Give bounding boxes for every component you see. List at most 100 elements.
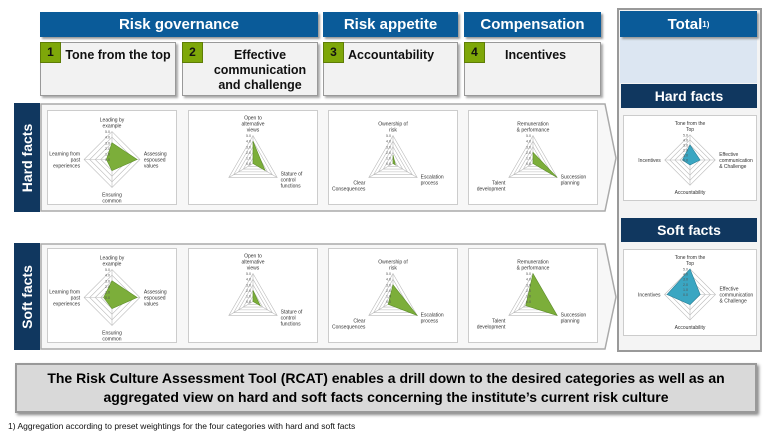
soft-accountability-radar: 0.0 1.0 2.0 3.0 4.0 5.0 Ownership of risk Escala… bbox=[328, 248, 458, 343]
radar-gridline bbox=[517, 146, 549, 173]
radar-tick-label: 2.0 bbox=[526, 151, 531, 155]
radar-series bbox=[106, 142, 138, 172]
category-tone-from-top: 1 Tone from the top bbox=[40, 42, 176, 96]
hard-incentives-radar: 0.0 1.0 2.0 3.0 4.0 5.0 Remuneration & performa… bbox=[468, 110, 598, 205]
radar-axis-label: Accountability bbox=[675, 325, 706, 331]
row-label-hard-facts: Hard facts bbox=[14, 103, 40, 212]
radar-tick-label: 4.0 bbox=[526, 140, 531, 144]
radar-axis-label: Learning from past experiences bbox=[49, 152, 80, 170]
radar-tick-label: 5.0 bbox=[683, 133, 688, 137]
radar-axis-label: Clear Consequences bbox=[332, 180, 366, 192]
radar-tick-label: 2.0 bbox=[105, 147, 110, 151]
radar-tick-label: 1.0 bbox=[526, 294, 531, 298]
radar-tick-label: 5.0 bbox=[526, 272, 531, 276]
radar-tick-label: 0.0 bbox=[526, 300, 531, 304]
radar-tick-label: 1.0 bbox=[526, 156, 531, 160]
radar-tick-label: 0.0 bbox=[246, 300, 251, 304]
radar-gridline bbox=[237, 284, 269, 311]
radar-axis bbox=[228, 163, 254, 178]
category-number: 3 bbox=[323, 42, 344, 63]
category-number: 1 bbox=[40, 42, 61, 63]
category-number: 2 bbox=[182, 42, 203, 63]
radar-tick-label: 2.0 bbox=[246, 151, 251, 155]
radar-axis-label: Tone from the Top bbox=[675, 121, 706, 133]
category-effective-communication: 2 Effective communication and challenge bbox=[182, 42, 318, 96]
radar-tick-label: 4.0 bbox=[246, 140, 251, 144]
radar-axis-label: Escalation process bbox=[421, 312, 444, 324]
radar-axis-label: Leading by example bbox=[100, 118, 125, 130]
summary-box: The Risk Culture Assessment Tool (RCAT) … bbox=[15, 363, 757, 413]
radar-gridline bbox=[387, 157, 399, 167]
category-number: 4 bbox=[464, 42, 485, 63]
radar-gridline bbox=[508, 135, 558, 178]
hard-tone-radar: 0.0 1.0 2.0 3.0 4.0 5.0 Leading by example Asses… bbox=[47, 110, 177, 205]
radar-tick-label: 0.0 bbox=[683, 159, 688, 163]
radar-gridline bbox=[368, 273, 418, 316]
radar-gridline bbox=[228, 273, 278, 316]
radar-tick-label: 1.0 bbox=[683, 153, 688, 157]
radar-tick-label: 1.0 bbox=[105, 290, 110, 294]
radar-tick-label: 3.0 bbox=[386, 145, 391, 149]
total-label: Total bbox=[667, 15, 703, 33]
radar-axis-label: Effective communication & Challenge bbox=[720, 287, 754, 305]
radar-axis-label: Talent development bbox=[477, 318, 506, 330]
radar-axis bbox=[392, 163, 418, 178]
radar-series bbox=[252, 290, 261, 307]
total-spacer bbox=[620, 37, 757, 83]
radar-tick-label: 0.0 bbox=[246, 162, 251, 166]
footnote-marker: 1) bbox=[702, 19, 710, 29]
radar-series bbox=[532, 151, 558, 178]
radar-axis-label: Open to alternative views bbox=[241, 254, 264, 272]
radar-gridline bbox=[513, 140, 553, 175]
radar-tick-label: 0.0 bbox=[683, 293, 688, 297]
radar-tick-label: 3.0 bbox=[683, 278, 688, 282]
radar-tick-label: 5.0 bbox=[526, 134, 531, 138]
radar-tick-label: 0.0 bbox=[105, 296, 110, 300]
radar-series bbox=[252, 141, 266, 172]
header-risk-governance: Risk governance bbox=[40, 12, 318, 37]
hard-accountability-radar: 0.0 1.0 2.0 3.0 4.0 5.0 Ownership of risk Escala… bbox=[328, 110, 458, 205]
radar-tick-label: 5.0 bbox=[386, 272, 391, 276]
header-risk-appetite: Risk appetite bbox=[323, 12, 458, 37]
radar-tick-label: 4.0 bbox=[105, 136, 110, 140]
radar-axis-label: Succession planning bbox=[561, 174, 587, 186]
radar-gridline bbox=[382, 151, 404, 170]
radar-tick-label: 4.0 bbox=[105, 274, 110, 278]
footnote: 1) Aggregation according to preset weigh… bbox=[8, 421, 356, 431]
radar-axis-label: Assessing espoused values bbox=[144, 152, 167, 170]
category-accountability: 3 Accountability bbox=[323, 42, 458, 96]
radar-tick-label: 4.0 bbox=[386, 278, 391, 282]
radar-tick-label: 5.0 bbox=[246, 134, 251, 138]
radar-series bbox=[666, 268, 701, 306]
radar-series bbox=[682, 144, 701, 166]
radar-axis-label: Incentives bbox=[638, 293, 661, 299]
soft-tone-radar: 0.0 1.0 2.0 3.0 4.0 5.0 Leading by example Asses… bbox=[47, 248, 177, 343]
radar-gridline bbox=[228, 135, 278, 178]
radar-axis bbox=[228, 301, 254, 316]
radar-tick-label: 3.0 bbox=[105, 279, 110, 283]
radar-series bbox=[387, 284, 419, 317]
radar-tick-label: 0.0 bbox=[386, 300, 391, 304]
radar-axis-label: Incentives bbox=[638, 158, 661, 164]
radar-tick-label: 3.0 bbox=[246, 283, 251, 287]
radar-axis-label: Ownership of risk bbox=[378, 260, 408, 272]
radar-axis-label: Talent development bbox=[477, 180, 506, 192]
radar-gridline bbox=[373, 140, 413, 175]
radar-tick-label: 4.0 bbox=[683, 273, 688, 277]
radar-tick-label: 5.0 bbox=[386, 134, 391, 138]
total-hard-radar: 0.0 1.0 2.0 3.0 4.0 5.0 Tone from the Top Effect… bbox=[623, 115, 757, 201]
radar-tick-label: 3.0 bbox=[105, 141, 110, 145]
radar-series bbox=[103, 280, 138, 310]
radar-axis-label: Remuneration & performance bbox=[517, 122, 550, 134]
category-incentives: 4 Incentives bbox=[464, 42, 601, 96]
radar-tick-label: 1.0 bbox=[105, 152, 110, 156]
radar-tick-label: 2.0 bbox=[526, 289, 531, 293]
total-soft-radar: 0.0 1.0 2.0 3.0 4.0 5.0 Tone from the Top Effect… bbox=[623, 249, 757, 336]
header-total: Total 1) bbox=[620, 11, 757, 37]
